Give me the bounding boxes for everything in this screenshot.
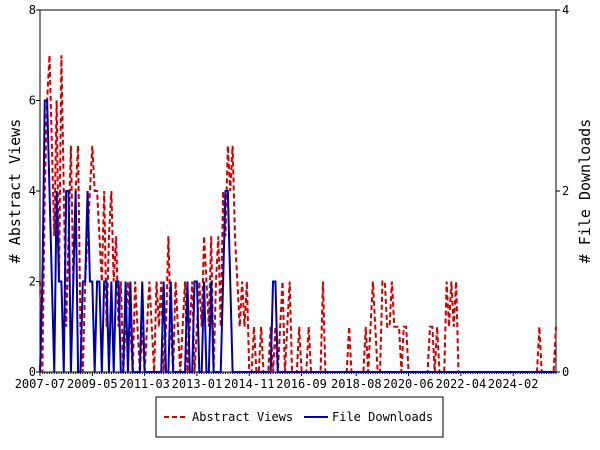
y-tick-label: 4 xyxy=(29,184,36,198)
x-tick-label: 2013-01 xyxy=(172,377,223,391)
x-tick-label: 2009-05 xyxy=(67,377,118,391)
x-tick-label: 2007-07 xyxy=(15,377,66,391)
y-tick-label: 8 xyxy=(29,3,36,17)
series-line xyxy=(39,99,556,373)
series-line xyxy=(39,55,557,373)
x-tick-label: 2024-02 xyxy=(488,377,539,391)
x-tick-label: 2018-08 xyxy=(331,377,382,391)
x-tick-label: 2016-09 xyxy=(276,377,327,391)
y-tick-label: 6 xyxy=(29,94,36,108)
y2-tick-label: 0 xyxy=(562,365,569,379)
y-tick-label: 0 xyxy=(29,365,36,379)
x-tick-label: 2022-04 xyxy=(436,377,487,391)
y2-tick-label: 2 xyxy=(562,184,569,198)
legend-label: File Downloads xyxy=(332,410,433,424)
legend-label: Abstract Views xyxy=(192,410,293,424)
x-tick-label: 2014-11 xyxy=(224,377,275,391)
y2-tick-label: 4 xyxy=(562,3,569,17)
x-tick-label: 2020-06 xyxy=(383,377,434,391)
y-axis-label: # Abstract Views xyxy=(6,119,24,264)
y2-axis-label: # File Downloads xyxy=(576,119,594,264)
legend-box xyxy=(155,396,444,438)
y-tick-label: 2 xyxy=(29,275,36,289)
x-tick-label: 2011-03 xyxy=(119,377,170,391)
